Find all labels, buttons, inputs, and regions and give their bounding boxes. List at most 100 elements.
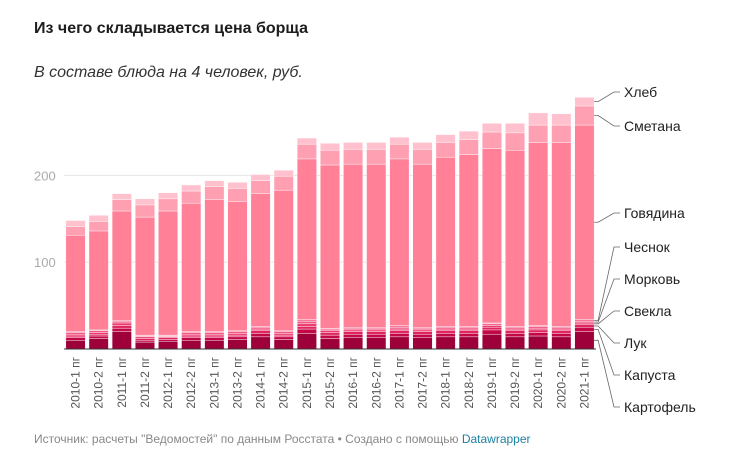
bar-segment: [250, 333, 271, 338]
bar-segment: [458, 139, 479, 155]
bar-segment: [435, 327, 456, 330]
y-tick-label: 100: [34, 255, 56, 270]
bar-segment: [204, 337, 225, 341]
bar-segment: [366, 327, 387, 331]
bar-segment: [158, 340, 179, 350]
bar-segment: [88, 230, 109, 331]
source-footer: Источник: расчеты "Ведомостей" по данным…: [34, 432, 531, 446]
bar-segment: [343, 149, 364, 165]
bar-segment: [481, 325, 502, 328]
bar-segment: [250, 327, 271, 330]
bar-segment: [296, 321, 317, 325]
legend-label: Лук: [624, 335, 647, 351]
bar-segment: [505, 150, 525, 327]
bar-segment: [366, 163, 387, 328]
bar-segment: [111, 199, 132, 212]
bar-segment: [250, 174, 271, 181]
bar-segment: [181, 190, 202, 204]
bar-segment: [296, 323, 317, 327]
bar-segment: [389, 336, 410, 350]
bar-segment: [273, 336, 294, 340]
bar-segment: [343, 331, 364, 335]
bar-segment: [505, 132, 525, 151]
bar-segment: [273, 333, 294, 336]
bar-segment: [574, 324, 595, 328]
chart-subtitle: В составе блюда на 4 человек, руб.: [34, 64, 303, 81]
datawrapper-link[interactable]: Datawrapper: [461, 432, 531, 446]
x-tick-label: 2019-1 пг: [485, 356, 499, 408]
x-tick-label: 2013-2 пг: [230, 356, 244, 408]
bar-segment: [320, 332, 340, 336]
bar-segment: [204, 335, 225, 338]
x-tick-label: 2017-2 пг: [416, 356, 430, 408]
bar-segment: [204, 180, 225, 187]
bar-segment: [250, 193, 271, 327]
legend-leader-line: [594, 310, 620, 325]
legend-leader-line: [594, 278, 620, 323]
bar-segment: [320, 164, 340, 329]
bar-segment: [227, 331, 248, 334]
bar-segment: [320, 328, 340, 331]
bar-segment: [65, 340, 86, 350]
bar-segment: [204, 340, 225, 350]
bar-segment: [181, 332, 202, 335]
bar-segment: [250, 336, 271, 350]
bar-segment: [528, 124, 549, 143]
x-tick-label: 2011-2 пг: [138, 356, 152, 407]
legend-label: Сметана: [624, 118, 681, 134]
bar-segment: [574, 331, 595, 350]
bar-segment: [204, 332, 225, 335]
bar-segment: [528, 327, 549, 331]
legend-label: Говядина: [624, 205, 685, 221]
bar-segment: [88, 330, 109, 333]
bar-segment: [273, 331, 294, 334]
legend-leader-line: [594, 212, 620, 223]
bar-segment: [320, 334, 340, 339]
bar-segment: [135, 198, 155, 206]
bar-segment: [65, 235, 86, 332]
bar-segment: [296, 143, 317, 160]
bar-segment: [320, 150, 340, 166]
x-tick-label: 2014-2 пг: [277, 356, 291, 408]
bar-segment: [343, 329, 364, 332]
bar-segment: [366, 329, 387, 332]
legend-label: Чеснок: [624, 239, 671, 255]
bar-segment: [458, 333, 479, 338]
bar-segment: [343, 337, 364, 350]
bar-segment: [366, 334, 387, 338]
bar-segment: [273, 339, 294, 350]
y-tick-label: 200: [34, 168, 56, 183]
bar-segment: [481, 323, 502, 326]
legend-label: Капуста: [624, 367, 676, 383]
bar-segment: [412, 329, 433, 332]
bar-segment: [528, 332, 549, 337]
bar-segment: [135, 204, 155, 218]
bar-segment: [412, 327, 433, 331]
bar-segment: [320, 143, 340, 151]
bar-segment: [435, 330, 456, 334]
bar-segment: [366, 149, 387, 165]
bar-segment: [481, 131, 502, 149]
bar-segment: [227, 334, 248, 338]
bar-segment: [296, 328, 317, 334]
legend-leader-line: [594, 339, 620, 408]
legend-label: Свекла: [624, 303, 672, 319]
bar-segment: [458, 130, 479, 141]
legend-leader-line: [594, 325, 620, 344]
bar-segment: [458, 330, 479, 334]
bar-segment: [296, 319, 317, 322]
bar-segment: [574, 322, 595, 325]
bar-segment: [227, 201, 248, 331]
bar-segment: [296, 158, 317, 320]
bar-segment: [111, 321, 132, 324]
bar-segment: [227, 188, 248, 202]
x-tick-label: 2011-1 пг: [115, 356, 129, 407]
bar-segment: [158, 192, 179, 200]
bar-segment: [227, 339, 248, 350]
x-tick-label: 2017-1 пг: [392, 356, 406, 408]
legend-leader-line: [594, 246, 620, 321]
bar-segment: [412, 337, 433, 350]
bar-segment: [65, 337, 86, 341]
bar-segment: [88, 215, 109, 222]
